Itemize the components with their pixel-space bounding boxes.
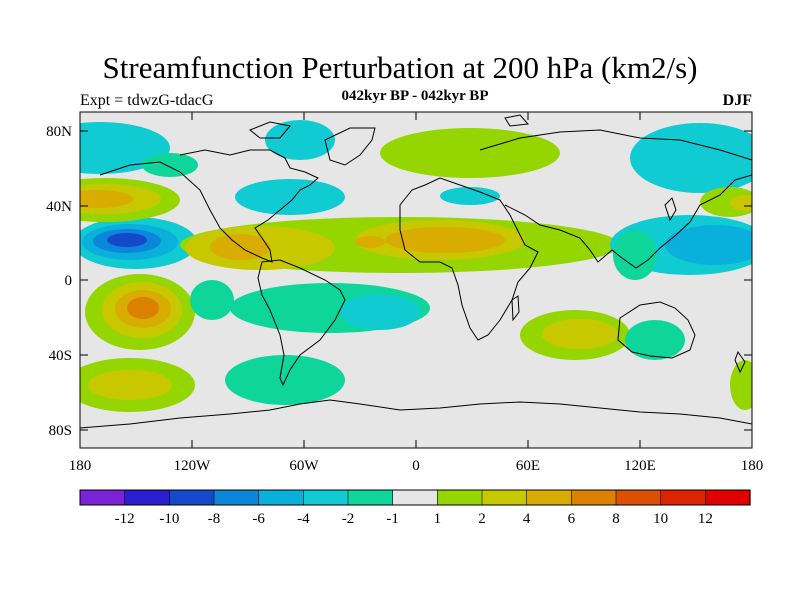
colorbar-box	[169, 489, 215, 506]
contour-fill	[613, 230, 657, 280]
colorbar-tick-label: 10	[653, 511, 668, 527]
contour-fill	[665, 225, 752, 265]
colorbar	[79, 489, 751, 506]
contour-fill	[730, 195, 752, 211]
lat-label-80s: 80S	[49, 423, 72, 439]
colorbar-box	[660, 489, 706, 506]
coastline-arctic-islands	[249, 114, 530, 139]
contour-fill	[210, 234, 270, 260]
lon-label-60e: 60E	[516, 458, 540, 474]
lon-label-0: 0	[412, 458, 420, 474]
lon-label-60w: 60W	[289, 458, 319, 474]
coastline-japan	[664, 197, 677, 222]
coastline-antarctica	[80, 399, 752, 429]
colorbar-tick-label: -8	[208, 511, 221, 527]
coastline-greenland	[324, 127, 376, 166]
colorbar-tick-label: -6	[252, 511, 265, 527]
contour-fill	[385, 227, 505, 253]
lon-label-180w: 180	[69, 458, 92, 474]
chart-subtitle: 042kyr BP - 042kyr BP	[341, 88, 489, 104]
coastlines	[80, 114, 752, 429]
colorbar-box	[124, 489, 170, 506]
colorbar-box	[615, 489, 662, 506]
colorbar-tick-label: -10	[159, 511, 179, 527]
colorbar-box	[303, 489, 349, 506]
colorbar-tick-label: 12	[698, 511, 713, 527]
colorbar-box	[347, 489, 394, 506]
contour-fill	[340, 294, 420, 330]
colorbar-tick-label: 2	[478, 511, 486, 527]
coastline-asia	[479, 129, 752, 269]
lon-label-120e: 120E	[624, 458, 656, 474]
contour-fill	[630, 123, 752, 193]
coastline-south-america	[257, 259, 346, 387]
contour-fill	[127, 297, 159, 319]
coastline-australia	[617, 301, 696, 359]
contour-fill	[542, 319, 618, 349]
lat-ticks	[80, 130, 752, 431]
contour-fill	[440, 187, 500, 205]
contour-fill	[380, 128, 560, 178]
colorbar-box	[79, 489, 126, 506]
lat-label-80n: 80N	[46, 124, 72, 140]
colorbar-box	[571, 489, 617, 506]
chart-title: Streamfunction Perturbation at 200 hPa (…	[102, 50, 698, 85]
lat-label-0: 0	[65, 273, 73, 289]
colorbar-box	[481, 489, 528, 506]
contour-fill	[107, 233, 147, 247]
colorbar-tick-label: 4	[523, 511, 531, 527]
colorbar-box	[437, 489, 483, 506]
colorbar-box	[705, 489, 751, 506]
colorbar-box	[213, 489, 260, 506]
coastline-north-america	[99, 149, 319, 263]
contour-fill	[88, 370, 172, 400]
colorbar-tick-label: -1	[386, 511, 399, 527]
colorbar-tick-label: 8	[612, 511, 620, 527]
coastline-europe-africa	[399, 177, 539, 341]
contour-fill	[730, 360, 752, 410]
contour-fill	[190, 280, 234, 320]
colorbar-tick-label: 1	[434, 511, 442, 527]
longitude-axis: 180 120W 60W 0 60E 120E 180	[69, 458, 764, 474]
contour-fill	[265, 120, 335, 160]
colorbar-tick-label: 6	[568, 511, 576, 527]
lat-label-40s: 40S	[49, 348, 72, 364]
colorbar-tick-label: -2	[342, 511, 355, 527]
colorbar-frame	[79, 489, 751, 506]
colorbar-labels: -12 -10 -8 -6 -4 -2 -1 1 2 4 6 8 10 12	[115, 511, 713, 527]
colorbar-tick-label: -12	[115, 511, 135, 527]
colorbar-box	[258, 489, 304, 506]
coastline-new-zealand	[734, 350, 746, 374]
lon-label-120w: 120W	[174, 458, 212, 474]
contour-fill	[235, 179, 345, 215]
contour-fill	[142, 153, 198, 177]
contour-fill	[625, 320, 685, 360]
lon-ticks	[191, 112, 641, 448]
lon-label-180e: 180	[741, 458, 764, 474]
contour-fill	[80, 190, 133, 208]
coastline-madagascar	[511, 295, 520, 322]
contour-fill	[355, 236, 385, 248]
colorbar-box	[526, 489, 572, 506]
colorbar-tick-label: -4	[297, 511, 310, 527]
experiment-label: Expt = tdwzG-tdacG	[80, 92, 214, 109]
colorbar-box	[392, 489, 438, 506]
lat-label-40n: 40N	[46, 199, 72, 215]
season-label: DJF	[722, 92, 752, 109]
latitude-axis: 80N 40N 0 40S 80S	[46, 124, 72, 439]
